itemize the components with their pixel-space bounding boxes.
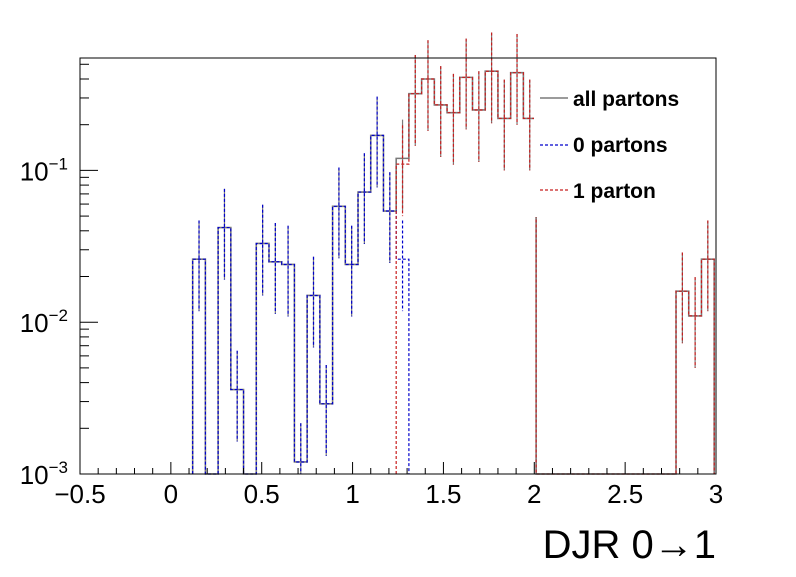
plot-frame xyxy=(79,57,717,475)
legend-label-0-partons: 0 partons xyxy=(573,134,668,157)
y-tick-label: 10−3 xyxy=(20,458,68,490)
x-tick-label: 2.5 xyxy=(607,479,643,509)
y-tick-label: 10−1 xyxy=(20,154,68,186)
legend: all partons 0 partons 1 parton xyxy=(534,77,714,217)
x-tick-label: 2 xyxy=(527,479,541,509)
x-tick-label: −0.5 xyxy=(54,479,105,509)
axes: −0.5 0 0.5 1 1.5 2 2.5 3 10−3 10−2 10−1 xyxy=(20,63,723,509)
legend-label-all-partons: all partons xyxy=(573,88,679,111)
series-layer xyxy=(191,32,715,475)
x-tick-label: 1.5 xyxy=(425,479,461,509)
x-tick-label: 3 xyxy=(709,479,723,509)
x-tick-label: 1 xyxy=(345,479,359,509)
legend-box xyxy=(534,77,714,217)
y-tick-label: 10−2 xyxy=(20,306,68,338)
x-tick-label: 0.5 xyxy=(244,479,280,509)
series-outline-1 xyxy=(192,134,410,475)
legend-label-1-parton: 1 parton xyxy=(573,180,656,203)
x-tick-label: 0 xyxy=(164,479,178,509)
x-axis-title: DJR 0→1 xyxy=(543,523,716,567)
